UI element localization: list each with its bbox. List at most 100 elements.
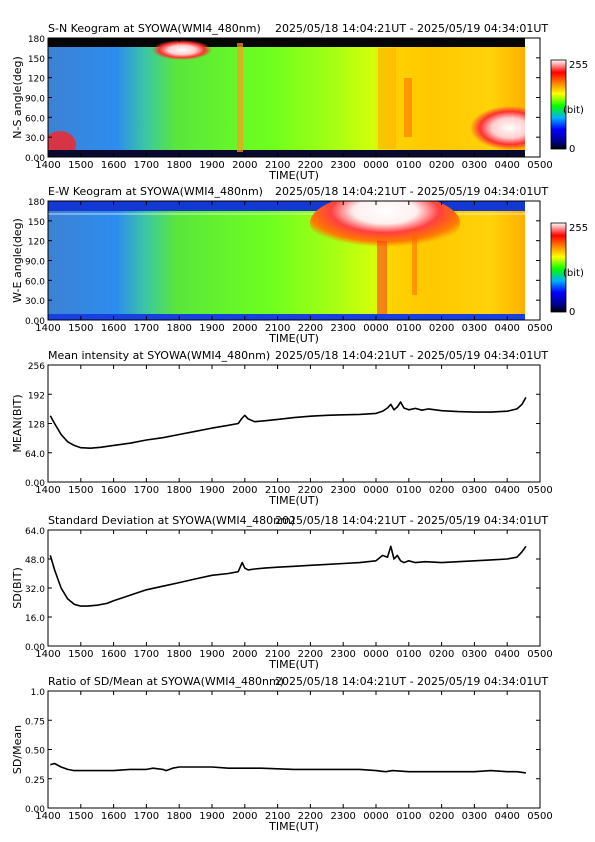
x-tick-label: 2100 (265, 160, 290, 171)
chart-panel-3: Mean intensity at SYOWA(WMI4_480nm) 2025/… (11, 349, 553, 507)
series-line (50, 762, 527, 774)
x-tick-label: 0200 (429, 649, 454, 660)
x-tick-label: 1400 (35, 649, 60, 660)
x-tick-label: 1900 (199, 485, 224, 496)
colorbar-min-label: 0 (569, 144, 575, 155)
y-tick-label: 128 (28, 421, 45, 431)
x-tick-label: 0000 (363, 323, 388, 334)
y-tick-label: 0.00 (25, 479, 45, 489)
x-tick-label: 0100 (396, 323, 421, 334)
panel-title: Standard Deviation at SYOWA(WMI4_480nm) (48, 514, 295, 527)
aurora-bright-patch (152, 40, 212, 60)
y-tick-label: 30.0 (25, 297, 45, 307)
x-tick-label: 0500 (527, 649, 552, 660)
x-tick-label: 1900 (199, 160, 224, 171)
x-tick-label: 0300 (462, 323, 487, 334)
x-tick-label: 0400 (494, 160, 519, 171)
x-tick-label: 1400 (35, 811, 60, 822)
x-tick-label: 2200 (298, 160, 323, 171)
x-tick-label: 0500 (527, 160, 552, 171)
keogram-background (48, 201, 540, 320)
y-axis-label: W-E angle(deg) (11, 218, 24, 303)
colorbar-unit-label: (bit) (563, 268, 584, 279)
keogram-bottom-band (48, 150, 540, 157)
y-tick-label: 180 (28, 198, 45, 208)
chart-panel-4: Standard Deviation at SYOWA(WMI4_480nm)2… (11, 514, 553, 671)
y-tick-label: 120 (28, 238, 45, 248)
y-tick-label: 90.0 (25, 258, 45, 268)
x-tick-label: 2100 (265, 649, 290, 660)
x-tick-label: 0500 (527, 811, 552, 822)
y-axis-label: N-S angle(deg) (11, 56, 24, 139)
y-axis-label: SD/Mean (11, 725, 24, 774)
y-tick-label: 180 (28, 35, 45, 45)
y-tick-label: 16.0 (25, 614, 45, 624)
y-tick-label: 0.25 (25, 776, 45, 786)
aurora-bright-patch (310, 201, 460, 253)
y-tick-label: 0.75 (25, 717, 45, 727)
panel-title: Mean intensity at SYOWA(WMI4_480nm) (48, 349, 270, 362)
x-tick-label: 1600 (101, 811, 126, 822)
series-line (49, 397, 527, 449)
x-tick-label: 1400 (35, 323, 60, 334)
aurora-streak (377, 241, 387, 315)
aurora-streak (412, 231, 417, 295)
y-tick-label: 64.0 (25, 450, 45, 460)
aurora-streak (237, 43, 243, 152)
y-tick-label: 60.0 (25, 114, 45, 124)
x-tick-label: 2300 (330, 160, 355, 171)
x-tick-label: 1500 (68, 811, 93, 822)
x-tick-label: 1700 (134, 811, 159, 822)
no-data-region (525, 201, 540, 320)
x-tick-label: 0000 (363, 485, 388, 496)
x-tick-label: 2300 (330, 811, 355, 822)
x-tick-label: 2100 (265, 323, 290, 334)
panel-title: S-N Keogram at SYOWA(WMI4_480nm) (48, 22, 261, 35)
x-tick-label: 0400 (494, 649, 519, 660)
x-tick-label: 1600 (101, 160, 126, 171)
panel-time-range: 2025/05/18 14:04:21UT - 2025/05/19 04:34… (275, 514, 548, 527)
x-tick-label: 2000 (232, 485, 257, 496)
panel-title: Ratio of SD/Mean at SYOWA(WMI4_480nm) (48, 675, 284, 688)
x-tick-label: 0300 (462, 160, 487, 171)
colorbar-max-label: 255 (569, 223, 588, 234)
keogram-background (48, 38, 540, 157)
x-tick-label: 2000 (232, 160, 257, 171)
x-tick-label: 1900 (199, 323, 224, 334)
x-tick-label: 0100 (396, 485, 421, 496)
series-line (49, 545, 527, 607)
no-data-region (525, 38, 540, 157)
x-tick-label: 0100 (396, 649, 421, 660)
x-tick-label: 1500 (68, 649, 93, 660)
colorbar (550, 59, 567, 150)
x-tick-label: 0200 (429, 323, 454, 334)
panel-time-range: 2025/05/18 14:04:21UT - 2025/05/19 04:34… (275, 675, 548, 688)
keogram-top-band (48, 38, 540, 47)
x-tick-label: 2300 (330, 323, 355, 334)
x-tick-label: 2200 (298, 811, 323, 822)
x-tick-label: 2200 (298, 323, 323, 334)
y-tick-label: 30.0 (25, 134, 45, 144)
x-tick-label: 0200 (429, 485, 454, 496)
aurora-streak (378, 48, 396, 149)
x-tick-label: 0300 (462, 811, 487, 822)
x-tick-label: 0400 (494, 323, 519, 334)
y-tick-label: 90.0 (25, 95, 45, 105)
x-tick-label: 2100 (265, 811, 290, 822)
y-tick-label: 1.0 (31, 688, 46, 698)
y-tick-label: 32.0 (25, 585, 45, 595)
x-tick-label: 2000 (232, 649, 257, 660)
x-tick-label: 1800 (166, 323, 191, 334)
x-tick-label: 0400 (494, 485, 519, 496)
y-tick-label: 0.00 (25, 317, 45, 327)
y-tick-label: 150 (28, 218, 45, 228)
aurora-bright-patch (470, 106, 540, 150)
x-tick-label: 1800 (166, 160, 191, 171)
y-tick-label: 0.00 (25, 805, 45, 815)
y-axis-label: MEAN(BIT) (11, 394, 24, 452)
chart-panel-5: Ratio of SD/Mean at SYOWA(WMI4_480nm)202… (11, 675, 553, 833)
x-tick-label: 1500 (68, 485, 93, 496)
keogram-top-band (48, 201, 540, 211)
x-tick-label: 1600 (101, 323, 126, 334)
x-tick-label: 2200 (298, 485, 323, 496)
